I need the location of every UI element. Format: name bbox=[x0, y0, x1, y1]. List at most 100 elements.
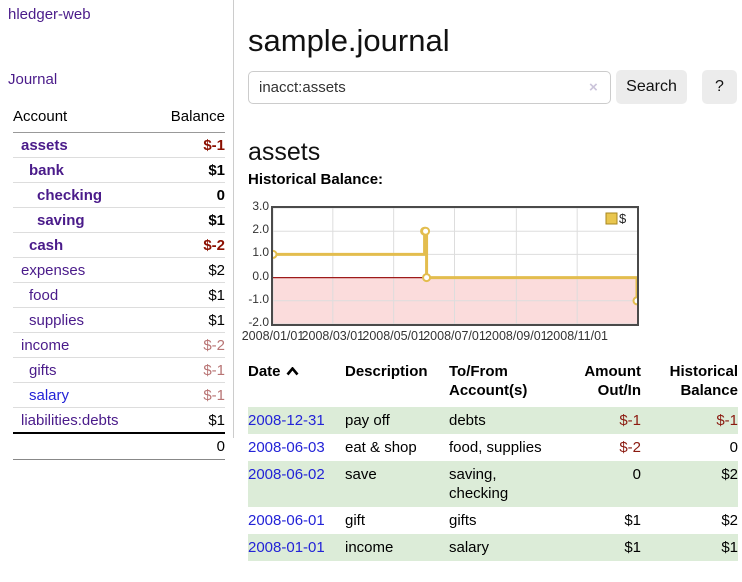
account-link-cash[interactable]: cash bbox=[29, 237, 64, 254]
transaction-date-link[interactable]: 2008-01-01 bbox=[248, 539, 325, 556]
register-table: Date Description To/From Account(s) Amount … bbox=[248, 360, 738, 561]
register-row: 2008-01-01 income salary $1 $1 bbox=[248, 534, 738, 561]
register-accounts-cell: gifts bbox=[449, 512, 477, 529]
y-axis-tick-label: -2.0 bbox=[248, 315, 269, 329]
account-row: bank $1 bbox=[13, 158, 225, 183]
account-link-gifts[interactable]: gifts bbox=[29, 362, 57, 379]
register-amount-cell: $-2 bbox=[619, 439, 641, 456]
account-link-checking[interactable]: checking bbox=[37, 187, 103, 204]
accounts-header-account: Account bbox=[13, 108, 68, 125]
sidebar-item-journal[interactable]: Journal bbox=[8, 71, 58, 88]
account-row: liabilities:debts $1 bbox=[13, 408, 225, 432]
account-link-bank[interactable]: bank bbox=[29, 162, 65, 179]
account-link-supplies[interactable]: supplies bbox=[29, 312, 85, 329]
y-axis-tick-label: -1.0 bbox=[248, 291, 269, 306]
legend-label: $ bbox=[619, 211, 627, 226]
account-row: food $1 bbox=[13, 283, 225, 308]
account-link-food[interactable]: food bbox=[29, 287, 59, 304]
register-balance-cell: 0 bbox=[729, 439, 738, 456]
account-balance: $1 bbox=[208, 287, 225, 304]
register-balance-cell: $2 bbox=[721, 466, 738, 483]
x-axis-tick-label: 2008/11/01 bbox=[546, 329, 608, 343]
x-axis-tick-label: 2008/01/01 bbox=[241, 329, 305, 343]
account-row: checking 0 bbox=[13, 183, 225, 208]
register-amount-cell: $-1 bbox=[619, 412, 641, 429]
register-amount-cell: $1 bbox=[624, 539, 641, 556]
page-title: sample.journal bbox=[248, 22, 450, 58]
account-row: supplies $1 bbox=[13, 308, 225, 333]
account-heading: assets bbox=[248, 137, 321, 166]
account-balance: $1 bbox=[208, 212, 225, 229]
clear-search-icon[interactable]: × bbox=[589, 79, 598, 96]
register-row: 2008-06-03 eat & shop food, supplies $-2 0 bbox=[248, 434, 738, 461]
transaction-date-link[interactable]: 2008-06-03 bbox=[248, 439, 325, 456]
register-balance-cell: $-1 bbox=[716, 412, 738, 429]
app-title-link[interactable]: hledger-web bbox=[8, 6, 91, 23]
x-axis-tick-label: 2008/09/01 bbox=[485, 329, 548, 343]
register-col-header: Amount Out/In bbox=[584, 363, 641, 399]
register-date-cell: 2008-06-03 bbox=[248, 434, 345, 461]
data-point-marker bbox=[268, 249, 278, 259]
accounts-total-value: 0 bbox=[216, 438, 225, 455]
help-button[interactable]: ? bbox=[702, 70, 737, 104]
account-row: cash $-2 bbox=[13, 233, 225, 258]
transaction-date-link[interactable]: 2008-06-02 bbox=[248, 466, 325, 483]
x-axis-tick-label: 2008/05/01 bbox=[362, 329, 425, 343]
account-row: assets $-1 bbox=[13, 133, 225, 158]
search-button[interactable]: Search bbox=[616, 70, 687, 104]
account-row: salary $-1 bbox=[13, 383, 225, 408]
chart-canvas: $ bbox=[268, 207, 642, 325]
account-row: expenses $2 bbox=[13, 258, 225, 283]
account-balance: $-1 bbox=[203, 137, 225, 154]
account-link-liabilities-debts[interactable]: liabilities:debts bbox=[21, 412, 119, 429]
account-balance: $1 bbox=[208, 412, 225, 429]
search-input[interactable] bbox=[248, 71, 611, 104]
y-axis-tick-label: 2.0 bbox=[252, 222, 269, 237]
chart-title: Historical Balance: bbox=[248, 171, 384, 188]
register-balance-cell: $2 bbox=[721, 512, 738, 529]
account-row: saving $1 bbox=[13, 208, 225, 233]
register-description-cell: income bbox=[345, 539, 394, 556]
accounts-header-balance: Balance bbox=[170, 108, 225, 125]
accounts-header: Account Balance bbox=[13, 104, 225, 133]
accounts-total-row: 0 bbox=[13, 432, 225, 460]
account-link-salary[interactable]: salary bbox=[29, 387, 70, 404]
chart-plot-area: $ bbox=[268, 206, 642, 326]
sort-asc-icon bbox=[286, 366, 299, 376]
register-row: 2008-06-02 save saving, checking 0 $2 bbox=[248, 461, 738, 507]
register-accounts-cell: food, supplies bbox=[449, 439, 542, 456]
x-axis-tick-label: 2008/07/01 bbox=[423, 329, 486, 343]
register-row: 2008-06-01 gift gifts $1 $2 bbox=[248, 507, 738, 534]
y-axis-tick-label: 3.0 bbox=[252, 199, 269, 213]
transaction-date-link[interactable]: 2008-06-01 bbox=[248, 512, 325, 529]
register-date-cell: 2008-12-31 bbox=[248, 407, 345, 434]
register-amount-cell: 0 bbox=[632, 466, 641, 483]
register-description-cell: pay off bbox=[345, 412, 390, 429]
accounts-tree: Account Balance assets $-1 bank $1 checking 0… bbox=[13, 104, 225, 460]
register-accounts-cell: salary bbox=[449, 539, 490, 556]
register-col-header[interactable]: Date bbox=[248, 360, 345, 407]
legend-swatch bbox=[605, 212, 618, 225]
data-point-marker bbox=[632, 296, 642, 306]
x-axis-tick-label: 2008/03/01 bbox=[301, 329, 365, 343]
register-date-cell: 2008-01-01 bbox=[248, 534, 345, 561]
account-balance: $-2 bbox=[203, 337, 225, 354]
register-date-cell: 2008-06-02 bbox=[248, 461, 345, 507]
account-row: income $-2 bbox=[13, 333, 225, 358]
sidebar: hledger-web Journal Account Balance asse… bbox=[0, 0, 234, 460]
account-link-saving[interactable]: saving bbox=[37, 212, 85, 229]
register-description-cell: eat & shop bbox=[345, 439, 417, 456]
account-link-assets[interactable]: assets bbox=[21, 137, 68, 154]
register-row: 2008-12-31 pay off debts $-1 $-1 bbox=[248, 407, 738, 434]
account-link-expenses[interactable]: expenses bbox=[21, 262, 86, 279]
y-axis-tick-label: 0.0 bbox=[252, 268, 269, 283]
register-accounts-cell: saving, checking bbox=[449, 466, 509, 502]
y-axis-tick-label: 1.0 bbox=[252, 245, 269, 260]
transaction-date-link[interactable]: 2008-12-31 bbox=[248, 412, 325, 429]
register-amount-cell: $1 bbox=[624, 512, 641, 529]
register-accounts-cell: debts bbox=[449, 412, 486, 429]
account-link-income[interactable]: income bbox=[21, 337, 70, 354]
account-balance: $-1 bbox=[203, 387, 225, 404]
historical-balance-chart: $ 3.0 2.0 1.0 0.0 -1.0 -2.0 2008/01/01 2008/03/… bbox=[242, 199, 742, 350]
register-balance-cell: $1 bbox=[721, 539, 738, 556]
